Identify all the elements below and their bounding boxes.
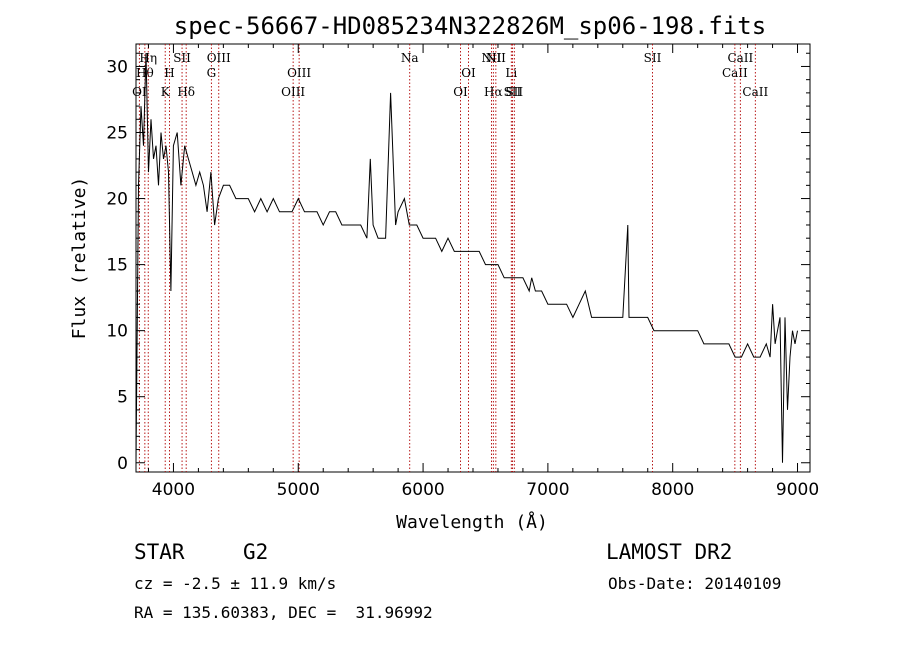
radial-velocity: cz = -2.5 ± 11.9 km/s (134, 574, 337, 593)
line-label: CaII (722, 66, 748, 80)
line-label: SII (504, 85, 522, 99)
line-label: K (161, 85, 171, 99)
line-label: NII (486, 51, 506, 65)
line-label: CaII (727, 51, 753, 65)
y-tick-label: 15 (106, 256, 128, 276)
x-tick-label: 6000 (401, 480, 444, 500)
y-tick-label: 25 (106, 124, 128, 144)
line-label: OIII (281, 85, 305, 99)
x-tick-label: 5000 (277, 480, 320, 500)
y-tick-label: 20 (106, 190, 128, 210)
chart-title: spec-56667-HD085234N322826M_sp06-198.fit… (174, 12, 766, 40)
x-tick-label: 8000 (651, 480, 694, 500)
object-type: STAR (134, 540, 185, 564)
coordinates: RA = 135.60383, DEC = 31.96992 (134, 603, 433, 622)
x-tick-label: 9000 (776, 480, 819, 500)
survey-name: LAMOST DR2 (606, 540, 733, 564)
line-label: OIII (207, 51, 231, 65)
line-label: Hδ (177, 85, 195, 99)
observation-date: Obs-Date: 20140109 (608, 574, 782, 593)
line-label: Na (401, 51, 419, 65)
line-label: OI (132, 85, 147, 99)
emission-line-markers: OIHθHηKHSIIHδGOIIIOIIIOIIINaOIOINIIHαNII… (132, 44, 768, 472)
line-label: SII (505, 85, 523, 99)
y-tick-label: 10 (106, 322, 128, 342)
line-label: OI (461, 66, 476, 80)
line-label: H (164, 66, 174, 80)
plot-frame (135, 43, 811, 473)
y-tick-label: 5 (117, 388, 128, 408)
line-label: OIII (287, 66, 311, 80)
line-label: Hη (139, 51, 157, 65)
line-label: Hα (484, 85, 503, 99)
y-axis-label: Flux (relative) (69, 177, 90, 340)
line-label: SII (644, 51, 662, 65)
line-label: Li (505, 66, 517, 80)
x-tick-label: 7000 (526, 480, 569, 500)
line-label: Hθ (136, 66, 154, 80)
y-tick-label: 30 (106, 57, 128, 77)
line-label: NII (481, 51, 501, 65)
line-label: CaII (742, 85, 768, 99)
line-label: SII (173, 51, 191, 65)
y-tick-label: 0 (117, 454, 128, 474)
x-axis-label: Wavelength (Å) (396, 511, 548, 533)
axis-ticks: 4000 5000 6000 7000 8000 9000 0 5 10 15 20 25 30 (106, 44, 819, 500)
x-tick-label: 4000 (152, 480, 195, 500)
line-label: G (207, 66, 217, 80)
spectrum-line (135, 53, 798, 463)
line-label: OI (453, 85, 468, 99)
spectral-subclass: G2 (243, 540, 269, 564)
